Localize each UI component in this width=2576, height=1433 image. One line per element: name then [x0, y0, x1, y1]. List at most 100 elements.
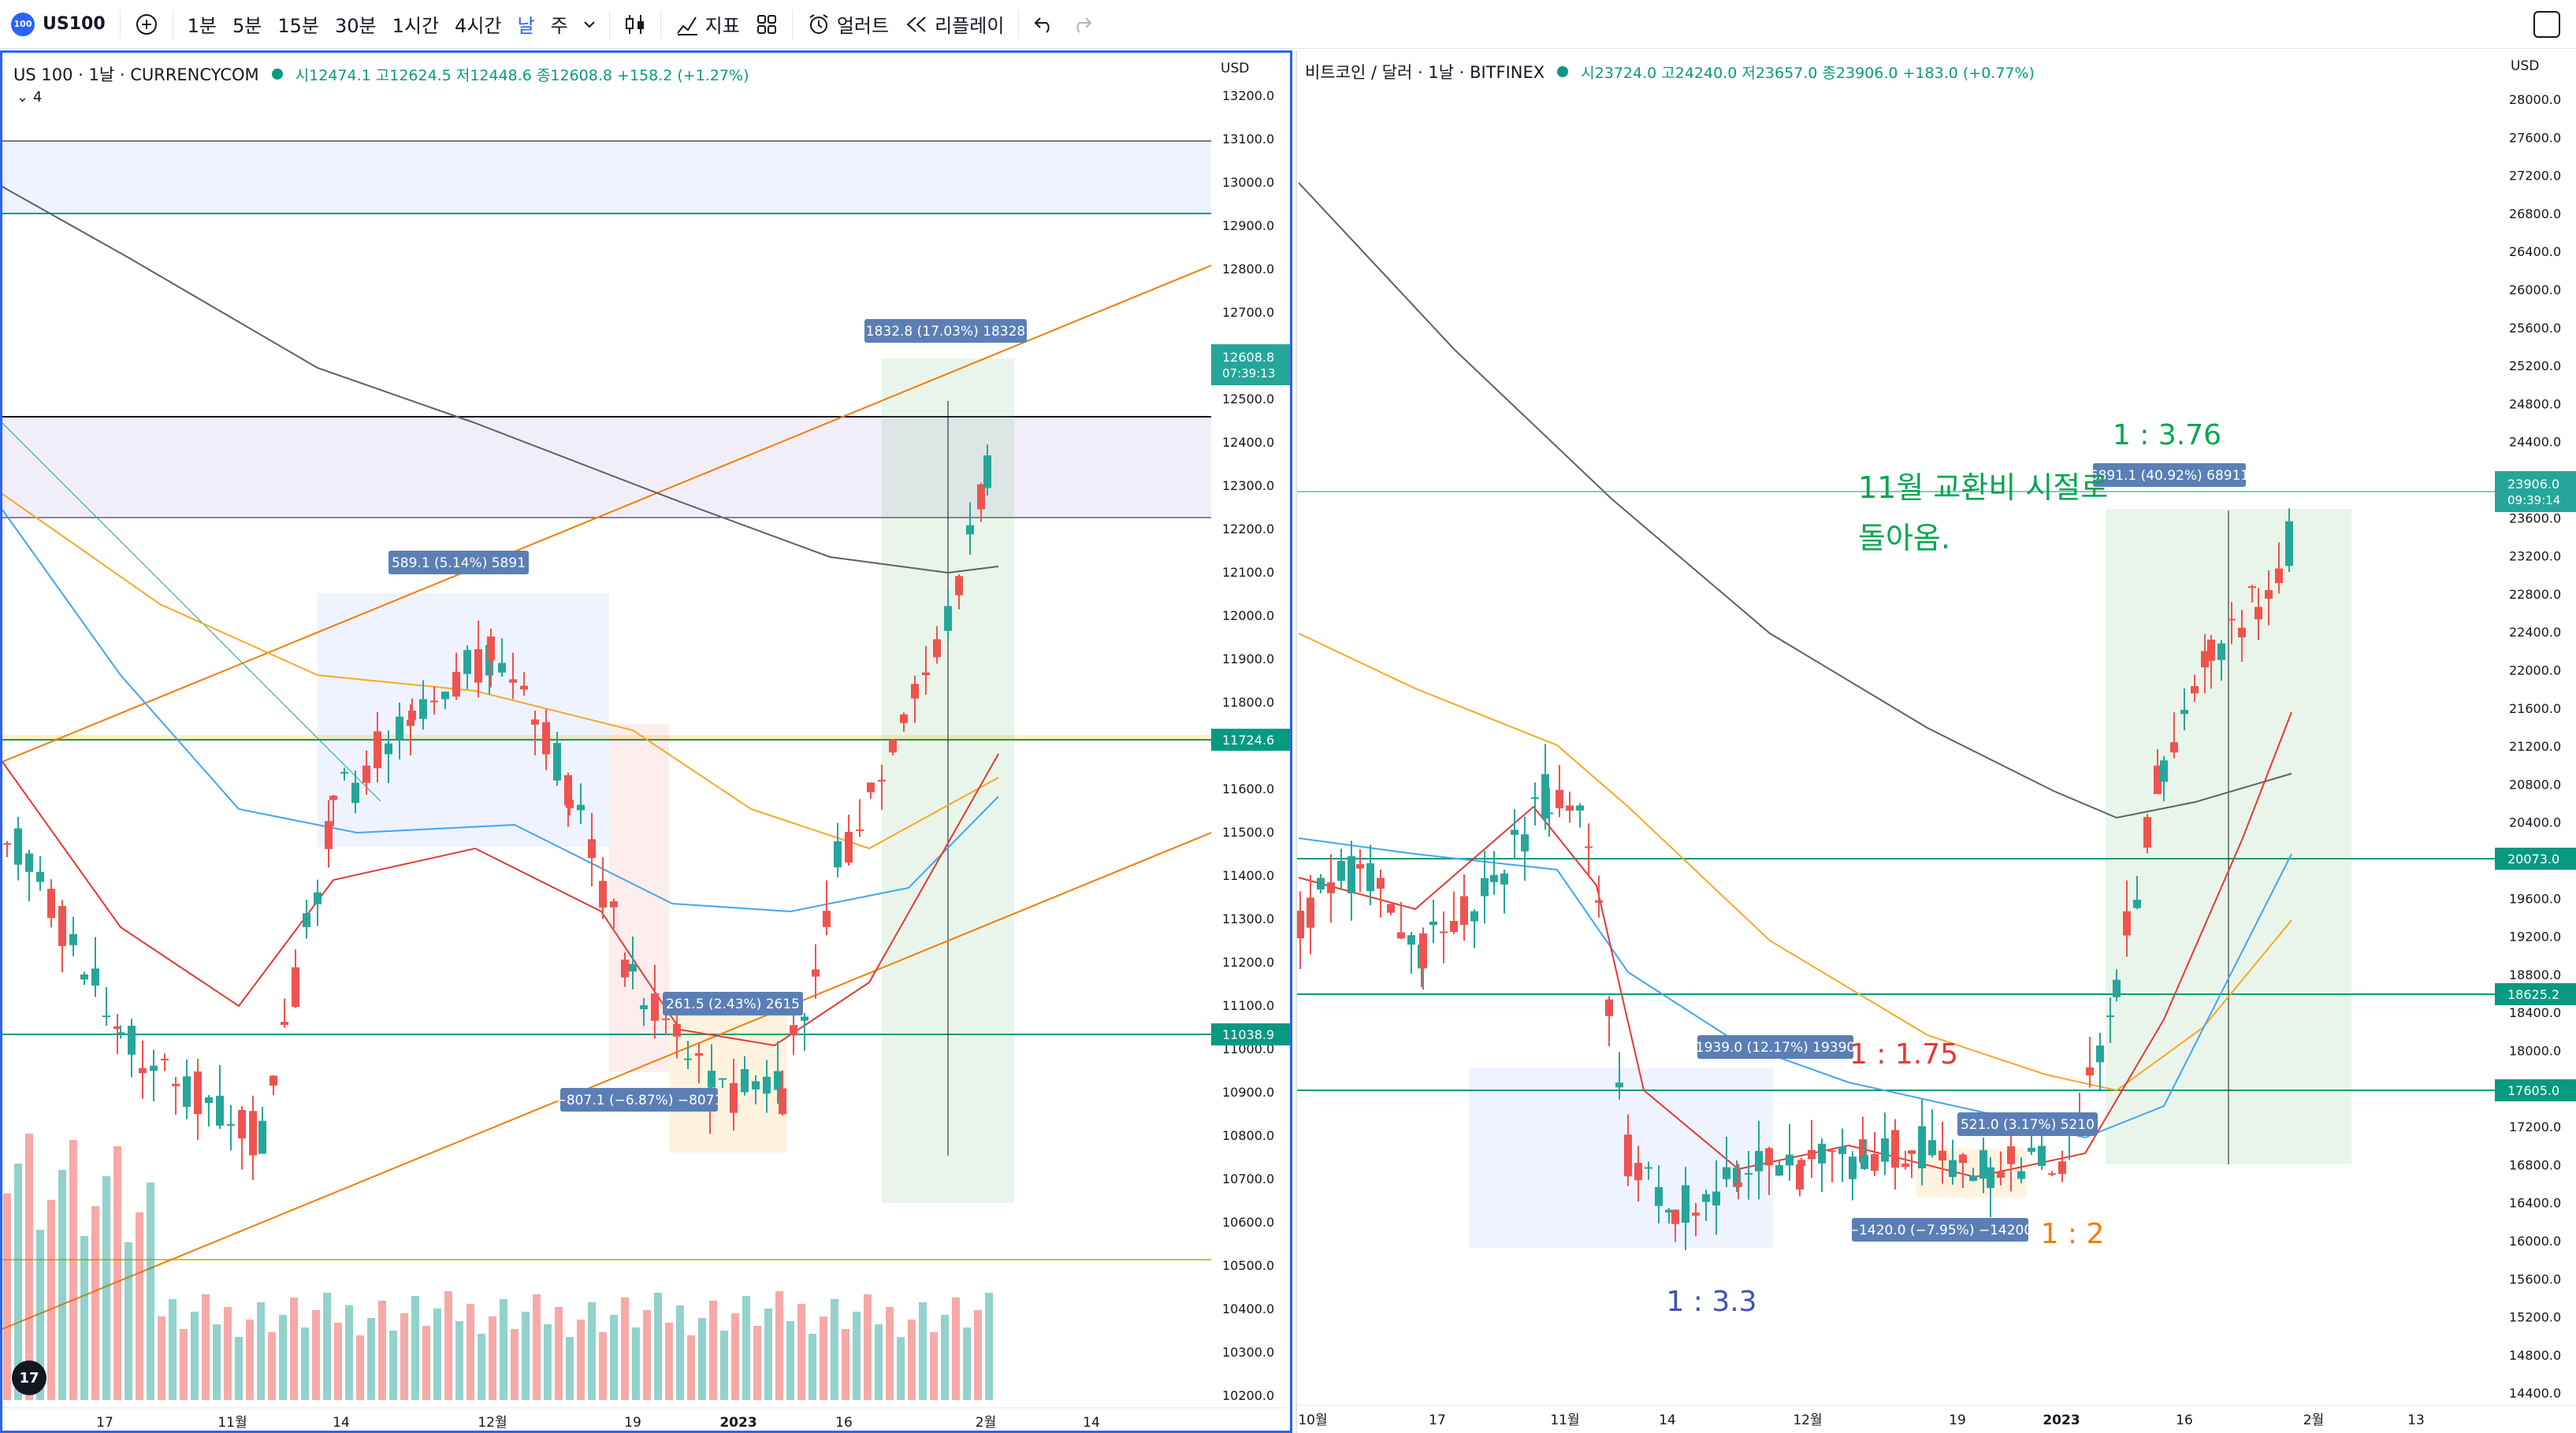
btc-legend: 비트코인 / 달러 · 1날 · BITFINEX 시23724.0 고2424…	[1305, 60, 2035, 84]
btc-candle	[2123, 911, 2131, 936]
level-label-11038: 11038.9	[1222, 1027, 1274, 1042]
interval-15m[interactable]: 15분	[277, 15, 319, 37]
us100-candle	[621, 960, 629, 978]
us100-y-tick: 10300.0	[1222, 1345, 1274, 1360]
us100-x-tick: 2023	[719, 1415, 756, 1431]
symbol-search[interactable]: 100 US100	[0, 0, 113, 49]
grid-icon	[756, 14, 776, 34]
interval-5m[interactable]: 5분	[232, 15, 262, 37]
volume-bar	[643, 1310, 651, 1400]
market-status-icon	[1557, 66, 1569, 77]
tradingview-logo: 17	[12, 1361, 46, 1395]
alert-button[interactable]: 얼러트	[799, 0, 897, 49]
toolbar-divider	[119, 9, 121, 39]
btc-candle	[1859, 1139, 1867, 1163]
undo-button[interactable]	[1025, 0, 1063, 49]
toolbar-divider	[1018, 9, 1020, 39]
volume-bar	[400, 1313, 408, 1400]
volume-bar	[102, 1176, 110, 1400]
trendline-lower	[2, 832, 1212, 1330]
volume-bar	[731, 1313, 739, 1400]
compare-button[interactable]	[127, 0, 166, 49]
interval-4h[interactable]: 4시간	[455, 15, 502, 37]
interval-dropdown[interactable]	[576, 0, 603, 49]
btc-candle	[1671, 1209, 1679, 1224]
us100-candle	[577, 804, 585, 811]
volume-bar	[522, 1312, 530, 1400]
us100-y-tick: 13000.0	[1222, 175, 1274, 190]
level-label-11724-bg	[1211, 729, 1290, 751]
us100-candle	[673, 1023, 681, 1037]
level-label-11038-bg	[1211, 1023, 1290, 1045]
chart-pane-us100[interactable]: 1832.8 (17.03%) 18328 589.1 (5.14%) 5891 2…	[0, 50, 1292, 1433]
layouts-button[interactable]	[748, 0, 786, 49]
us100-candle	[374, 731, 381, 769]
fullscreen-button[interactable]	[2533, 11, 2560, 38]
btc-y-tick: 25600.0	[2509, 321, 2561, 336]
btc-x-tick: 14	[1659, 1413, 1676, 1428]
us100-candle	[719, 1078, 727, 1080]
btc-candle	[1347, 856, 1355, 893]
btc-candle	[2191, 685, 2199, 694]
volume-bar	[952, 1297, 960, 1400]
btc-candle	[1440, 931, 1448, 934]
replay-label: 리플레이	[935, 15, 1005, 37]
btc-candle	[1511, 830, 1518, 835]
btc-candle	[1531, 797, 1539, 800]
btc-y-tick: 19600.0	[2509, 891, 2561, 906]
us100-candle	[531, 719, 539, 725]
btc-candle	[1576, 805, 1584, 811]
interval-week[interactable]: 주	[550, 15, 568, 37]
volume-bar	[356, 1335, 364, 1400]
indicators-button[interactable]: 지표	[667, 0, 748, 49]
btc-candle	[1615, 1082, 1623, 1088]
btc-currency-label[interactable]: USD	[2511, 58, 2540, 74]
btc-candle	[2170, 742, 2178, 753]
measure-label-14200: −1420.0 (−7.95%) −14200	[1848, 1223, 2032, 1238]
indicators-toggle[interactable]: ⌄ 4	[17, 89, 42, 106]
btc-candle	[1901, 1163, 1909, 1168]
volume-bar	[720, 1331, 728, 1400]
us100-candle	[856, 829, 864, 831]
btc-candle	[2180, 710, 2188, 715]
chevron-down-icon	[583, 20, 595, 28]
us100-y-tick: 10200.0	[1222, 1388, 1274, 1403]
volume-bar	[147, 1182, 154, 1400]
replay-button[interactable]: 리플레이	[897, 0, 1012, 49]
us100-candle	[542, 722, 550, 755]
us100-currency-label[interactable]: USD	[1221, 61, 1250, 76]
btc-candle	[1775, 1164, 1783, 1176]
redo-button[interactable]	[1063, 0, 1101, 49]
chart-type-button[interactable]	[616, 0, 654, 49]
us100-y-tick: 11900.0	[1222, 652, 1274, 666]
chart-pane-btc[interactable]: 6891.1 (40.92%) 68911 1939.0 (12.17%) 193…	[1295, 50, 2576, 1433]
btc-y-tick: 16400.0	[2509, 1196, 2561, 1211]
btc-candle	[2275, 568, 2283, 584]
measure-label-19390: 1939.0 (12.17%) 19390	[1696, 1040, 1855, 1056]
us100-y-tick: 12800.0	[1222, 262, 1274, 277]
btc-candle	[1605, 999, 1613, 1016]
interval-30m[interactable]: 30분	[334, 15, 377, 37]
us100-candle	[629, 963, 637, 972]
us100-chart[interactable]: 1832.8 (17.03%) 18328 589.1 (5.14%) 5891 2…	[2, 53, 1290, 1431]
us100-title: US 100 · 1날 · CURRENCYCOM	[13, 65, 259, 84]
us100-candle	[487, 636, 495, 661]
alert-label: 얼러트	[836, 15, 890, 37]
us100-y-tick: 10500.0	[1222, 1258, 1274, 1273]
btc-candle	[1665, 1209, 1673, 1213]
measure-label-5210: 521.0 (3.17%) 5210	[1961, 1117, 2095, 1133]
interval-1h[interactable]: 1시간	[392, 15, 440, 37]
interval-1m[interactable]: 1분	[187, 15, 217, 37]
us100-candle	[340, 771, 348, 774]
interval-day[interactable]: 날	[517, 15, 535, 37]
trendline-thin	[2, 422, 381, 802]
us100-candle	[269, 1075, 277, 1086]
btc-ohlc: 시23724.0 고24240.0 저23657.0 종23906.0 +183…	[1581, 64, 2035, 82]
btc-candle	[1797, 1160, 1805, 1166]
us100-candle	[955, 576, 963, 596]
btc-candle	[1849, 1156, 1857, 1179]
volume-bar	[919, 1302, 927, 1400]
btc-candle	[1881, 1138, 1889, 1162]
btc-candle	[1317, 878, 1325, 890]
btc-chart[interactable]: 6891.1 (40.92%) 68911 1939.0 (12.17%) 193…	[1297, 50, 2576, 1433]
